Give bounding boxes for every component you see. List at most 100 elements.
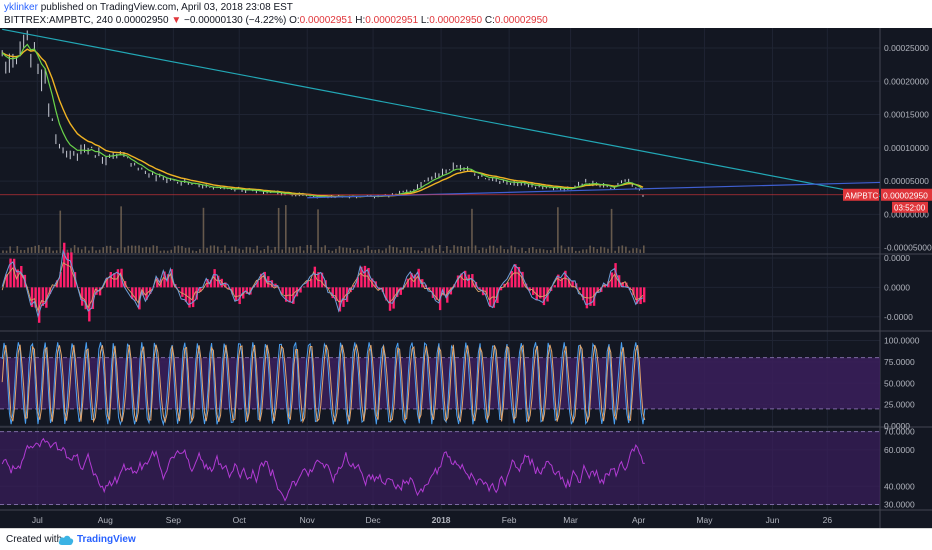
price-tick-label: 0.00025000 bbox=[884, 43, 929, 53]
volume-bar bbox=[589, 245, 591, 253]
macd-bar bbox=[227, 287, 231, 289]
volume-bar bbox=[30, 247, 33, 253]
volume-bar bbox=[607, 248, 609, 253]
volume-bar bbox=[48, 246, 51, 253]
volume-bar bbox=[288, 247, 291, 253]
volume-bar bbox=[184, 247, 187, 253]
tradingview-brand-link[interactable]: TradingView bbox=[77, 534, 136, 545]
uptrend-line bbox=[307, 181, 881, 199]
macd-bar bbox=[299, 287, 302, 293]
macd-bar bbox=[456, 275, 460, 288]
volume-bar bbox=[245, 246, 248, 253]
volume-bar bbox=[603, 247, 606, 253]
macd-bar bbox=[263, 271, 266, 288]
volume-bar bbox=[567, 246, 570, 253]
macd-bar bbox=[184, 287, 188, 302]
volume-bar bbox=[91, 246, 94, 253]
macd-bar bbox=[635, 287, 639, 304]
volume-bar bbox=[138, 245, 140, 253]
rsi-band bbox=[0, 431, 880, 505]
volume-bar bbox=[335, 248, 337, 253]
macd-bar bbox=[320, 272, 324, 288]
macd-bar bbox=[485, 287, 488, 295]
countdown-tag bbox=[892, 201, 928, 213]
macd-bar bbox=[317, 272, 320, 288]
volume-bar bbox=[370, 249, 373, 253]
chart-area[interactable]: 0.00025000 0.00020000 0.00015000 0.00010000… bbox=[0, 28, 932, 528]
macd-bar bbox=[510, 270, 513, 288]
macd-bar bbox=[442, 287, 445, 296]
macd-bar bbox=[63, 242, 66, 288]
volume-bar bbox=[263, 248, 266, 253]
volume-bar bbox=[496, 248, 498, 253]
volume-bar bbox=[120, 206, 122, 253]
stoch-tick-label: 25.0000 bbox=[884, 400, 915, 410]
macd-bar bbox=[399, 287, 402, 295]
volume-bar bbox=[514, 247, 516, 253]
volume-bar bbox=[317, 209, 319, 253]
x-tick-label: 26 bbox=[823, 515, 833, 525]
macd-bar bbox=[199, 287, 202, 293]
stoch-tick-label: 75.0000 bbox=[884, 357, 915, 367]
volume-bar bbox=[73, 245, 76, 253]
high-label: H: bbox=[355, 15, 366, 26]
x-tick-label: Jul bbox=[32, 515, 43, 525]
author-link[interactable]: yklinker bbox=[4, 2, 38, 13]
macd-bar bbox=[639, 287, 642, 305]
volume-bar bbox=[23, 250, 26, 253]
tradingview-cloud-icon bbox=[58, 535, 74, 545]
volume-bar bbox=[181, 246, 183, 253]
volume-bar bbox=[499, 245, 502, 253]
volume-bar bbox=[571, 246, 573, 253]
symbol-tag bbox=[843, 188, 879, 201]
macd-bar bbox=[245, 287, 249, 294]
macd-bar bbox=[338, 287, 342, 312]
macd-bar bbox=[360, 266, 363, 288]
volume-bar bbox=[360, 250, 362, 253]
macd-bar bbox=[80, 287, 84, 306]
volume-bar bbox=[191, 250, 194, 253]
volume-bar bbox=[517, 249, 520, 253]
volume-bar bbox=[134, 245, 137, 253]
macd-line bbox=[1, 249, 644, 319]
symbol-label: BITTREX:AMPBTC, 240 bbox=[4, 15, 113, 26]
close-value: 0.00002950 bbox=[494, 15, 548, 26]
created-with-label: Created with bbox=[6, 534, 63, 545]
volume-bar bbox=[374, 249, 377, 253]
volume-bar bbox=[295, 247, 298, 253]
volume-bar bbox=[199, 249, 201, 253]
open-value: 0.00002951 bbox=[299, 15, 353, 26]
volume-bar bbox=[106, 245, 108, 253]
macd-bar bbox=[560, 278, 564, 288]
volume-bar bbox=[313, 250, 316, 253]
volume-bar bbox=[399, 249, 402, 253]
volume-bar bbox=[395, 247, 398, 253]
macd-bar bbox=[20, 265, 23, 288]
volume-bar bbox=[41, 249, 44, 253]
macd-bar bbox=[381, 287, 385, 292]
macd-tick-label: 0.0000 bbox=[884, 282, 910, 292]
volume-bar bbox=[285, 205, 287, 253]
volume-bar bbox=[55, 250, 58, 253]
macd-bar bbox=[331, 287, 334, 299]
macd-bar bbox=[109, 271, 112, 288]
x-tick-label: Jun bbox=[766, 515, 780, 525]
macd-bar bbox=[95, 287, 98, 295]
rsi-tick-label: 40.0000 bbox=[884, 481, 915, 491]
x-tick-label: Dec bbox=[366, 515, 382, 525]
volume-bar bbox=[2, 250, 4, 253]
macd-bar bbox=[463, 270, 467, 288]
volume-bar bbox=[542, 249, 545, 253]
macd-bar bbox=[41, 287, 44, 306]
change-arrow-icon: ▼ bbox=[171, 15, 182, 26]
macd-bar bbox=[45, 287, 48, 308]
macd-bar bbox=[614, 263, 617, 288]
volume-bar bbox=[37, 245, 40, 253]
volume-bar bbox=[442, 250, 445, 253]
macd-tick-label: 0.0000 bbox=[884, 253, 910, 263]
volume-bar bbox=[614, 250, 616, 253]
macd-bar bbox=[181, 287, 184, 297]
price-tick-label: 0.00000000 bbox=[884, 209, 929, 219]
price-tick-label: 0.00005000 bbox=[884, 176, 929, 186]
